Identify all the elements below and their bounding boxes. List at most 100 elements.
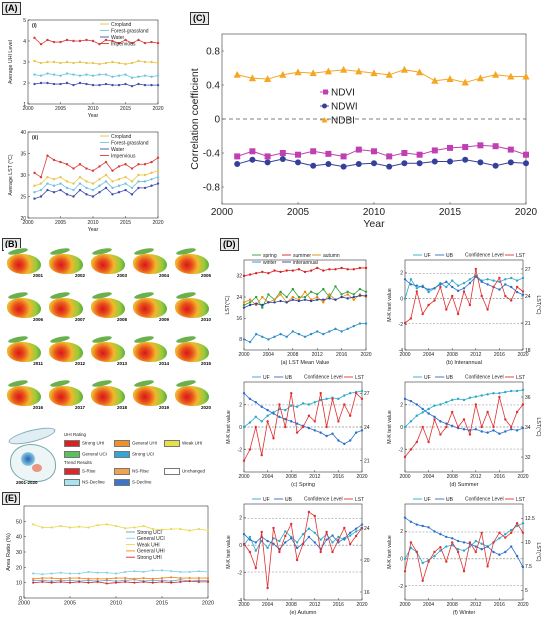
x-tick-label: 2005 <box>64 601 76 607</box>
data-point <box>433 554 436 558</box>
data-point <box>510 545 513 548</box>
x-tick-label: 2020 <box>515 207 538 218</box>
data-point <box>403 516 407 519</box>
data-point <box>197 579 200 582</box>
data-point <box>462 570 466 573</box>
data-point <box>504 430 507 433</box>
data-point <box>114 572 118 575</box>
data-point <box>85 61 88 65</box>
data-point <box>68 526 72 529</box>
data-point <box>65 60 69 64</box>
data-point <box>462 290 466 293</box>
data-point <box>117 61 121 65</box>
legend-label: NDWI <box>331 102 358 113</box>
data-point <box>272 437 275 440</box>
data-point <box>130 167 134 170</box>
data-point <box>170 580 173 583</box>
x-tick-label: 2000 <box>238 474 249 480</box>
data-point <box>242 274 246 278</box>
data-point <box>150 178 153 181</box>
heat-map-shape <box>175 386 209 406</box>
data-point <box>248 340 252 344</box>
data-point <box>96 524 99 527</box>
data-point <box>515 524 519 528</box>
y2-tick-label: 20 <box>364 558 370 564</box>
series-line-ndbi <box>237 69 526 83</box>
data-point <box>295 422 299 425</box>
summary-map: 2001-2020 <box>6 424 60 488</box>
data-point <box>46 72 49 75</box>
data-point <box>284 425 287 429</box>
data-point <box>255 272 258 275</box>
data-point <box>439 532 442 536</box>
data-point <box>462 428 466 431</box>
data-point <box>130 193 134 196</box>
data-point <box>462 281 466 285</box>
legend-label: LST <box>516 253 525 259</box>
data-point <box>143 83 147 87</box>
data-point <box>474 275 477 278</box>
data-point <box>325 397 328 401</box>
data-point <box>309 269 313 272</box>
data-point <box>279 155 286 162</box>
data-point <box>39 81 43 85</box>
data-point <box>78 572 81 575</box>
data-point <box>445 560 448 563</box>
data-point <box>445 422 448 425</box>
x-tick-label: 2012 <box>470 474 481 480</box>
y-tick-label: 2 <box>400 402 403 408</box>
data-point <box>234 161 241 168</box>
data-point <box>87 570 90 574</box>
data-point <box>510 285 513 289</box>
y-tick-label: 50 <box>16 519 22 525</box>
y-axis-label: Correlation coefficient <box>190 68 201 169</box>
data-point <box>510 276 513 280</box>
data-point <box>515 410 519 414</box>
data-point <box>290 537 293 540</box>
data-point <box>98 73 101 76</box>
data-point <box>334 298 337 301</box>
data-point <box>340 153 347 160</box>
data-point <box>46 154 49 157</box>
y2-tick-label: 32 <box>525 455 531 461</box>
legend-label: UF <box>263 375 270 381</box>
data-point <box>340 163 347 170</box>
y-axis-label: M-K test value <box>226 535 232 569</box>
data-point <box>301 532 305 536</box>
data-point <box>143 180 147 183</box>
data-point <box>72 167 75 170</box>
legend-marker <box>321 117 328 123</box>
data-point <box>114 524 118 528</box>
data-point <box>156 175 160 179</box>
data-point <box>427 412 430 415</box>
data-point <box>59 580 62 583</box>
data-point <box>273 335 276 338</box>
data-point <box>456 548 460 551</box>
data-point <box>59 579 62 582</box>
data-point <box>415 287 418 290</box>
data-point <box>331 550 334 554</box>
data-point <box>234 153 241 160</box>
data-point <box>111 193 114 196</box>
heat-map-shape <box>7 386 41 406</box>
data-point <box>33 59 36 63</box>
data-point <box>433 415 436 419</box>
y2-tick-label: 36 <box>525 395 531 401</box>
data-point <box>510 531 513 534</box>
x-tick-label: 2015 <box>156 601 168 607</box>
data-point <box>104 61 108 65</box>
data-point <box>151 569 154 572</box>
data-point <box>433 299 436 302</box>
data-point <box>114 580 118 583</box>
data-point <box>301 542 305 546</box>
chart-d-summer: -2 0 2 32 34 36 2000 2004 2008 2012 2016 2020 M-K te… <box>387 375 541 488</box>
chart-caption: (a) LST Mean Value <box>281 360 330 366</box>
x-tick-label: 2008 <box>447 602 458 608</box>
legend-color-swatch <box>64 479 80 486</box>
data-point <box>156 182 160 185</box>
data-point <box>266 546 269 550</box>
data-point <box>284 408 287 412</box>
y-tick-label: 25 <box>20 194 26 200</box>
data-point <box>325 425 328 429</box>
data-point <box>264 159 271 166</box>
